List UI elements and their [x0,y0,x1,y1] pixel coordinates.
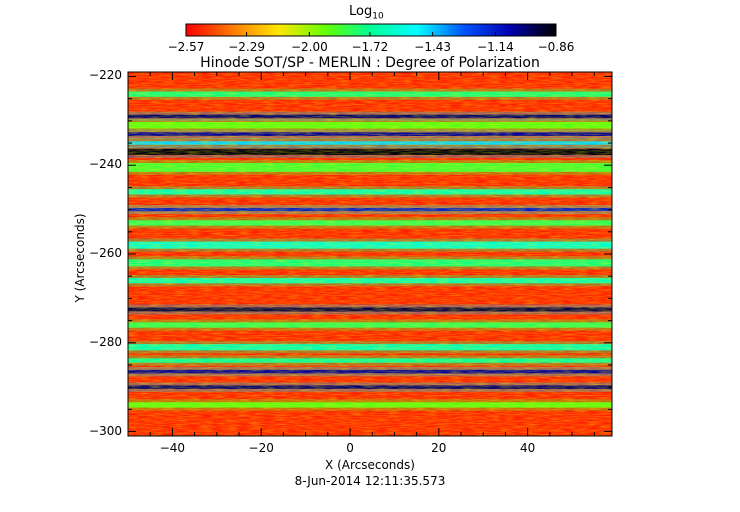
colorbar-tick-label: −2.57 [167,40,205,54]
colorbar-tick-label: −0.86 [537,40,575,54]
axis-ticks [127,72,612,436]
colorbar-tick-label: −1.14 [477,40,514,54]
x-tick-label: −20 [248,441,274,455]
timestamp: 8-Jun-2014 12:11:35.573 [294,474,446,488]
y-tick-label: −240 [89,157,122,172]
heatmap-texture [128,72,612,436]
colorbar-tick-label: −1.72 [351,40,389,54]
x-tick-label: 20 [431,441,447,455]
y-tick-label: −220 [89,68,122,83]
colorbar-tick-label: −2.00 [290,40,328,54]
colorbar-title: Log10 [349,4,384,22]
chart-title: Hinode SOT/SP - MERLIN : Degree of Polar… [200,55,540,71]
x-tick-label: −40 [159,441,186,455]
x-tick-label: 40 [519,441,536,455]
y-axis-label: Y (Arcseconds) [73,213,87,303]
colorbar [185,23,557,37]
colorbar-tick-label: −2.29 [228,40,265,54]
y-tick-label: −280 [89,334,122,349]
y-tick-label: −300 [89,423,122,438]
y-tick-label: −260 [89,246,122,260]
colorbar-ticks [185,32,557,36]
x-tick-label: 0 [346,441,354,455]
heatmap-image [128,72,612,436]
x-axis-label: X (Arcseconds) [325,458,415,472]
colorbar-tick-label: −1.43 [414,40,452,54]
